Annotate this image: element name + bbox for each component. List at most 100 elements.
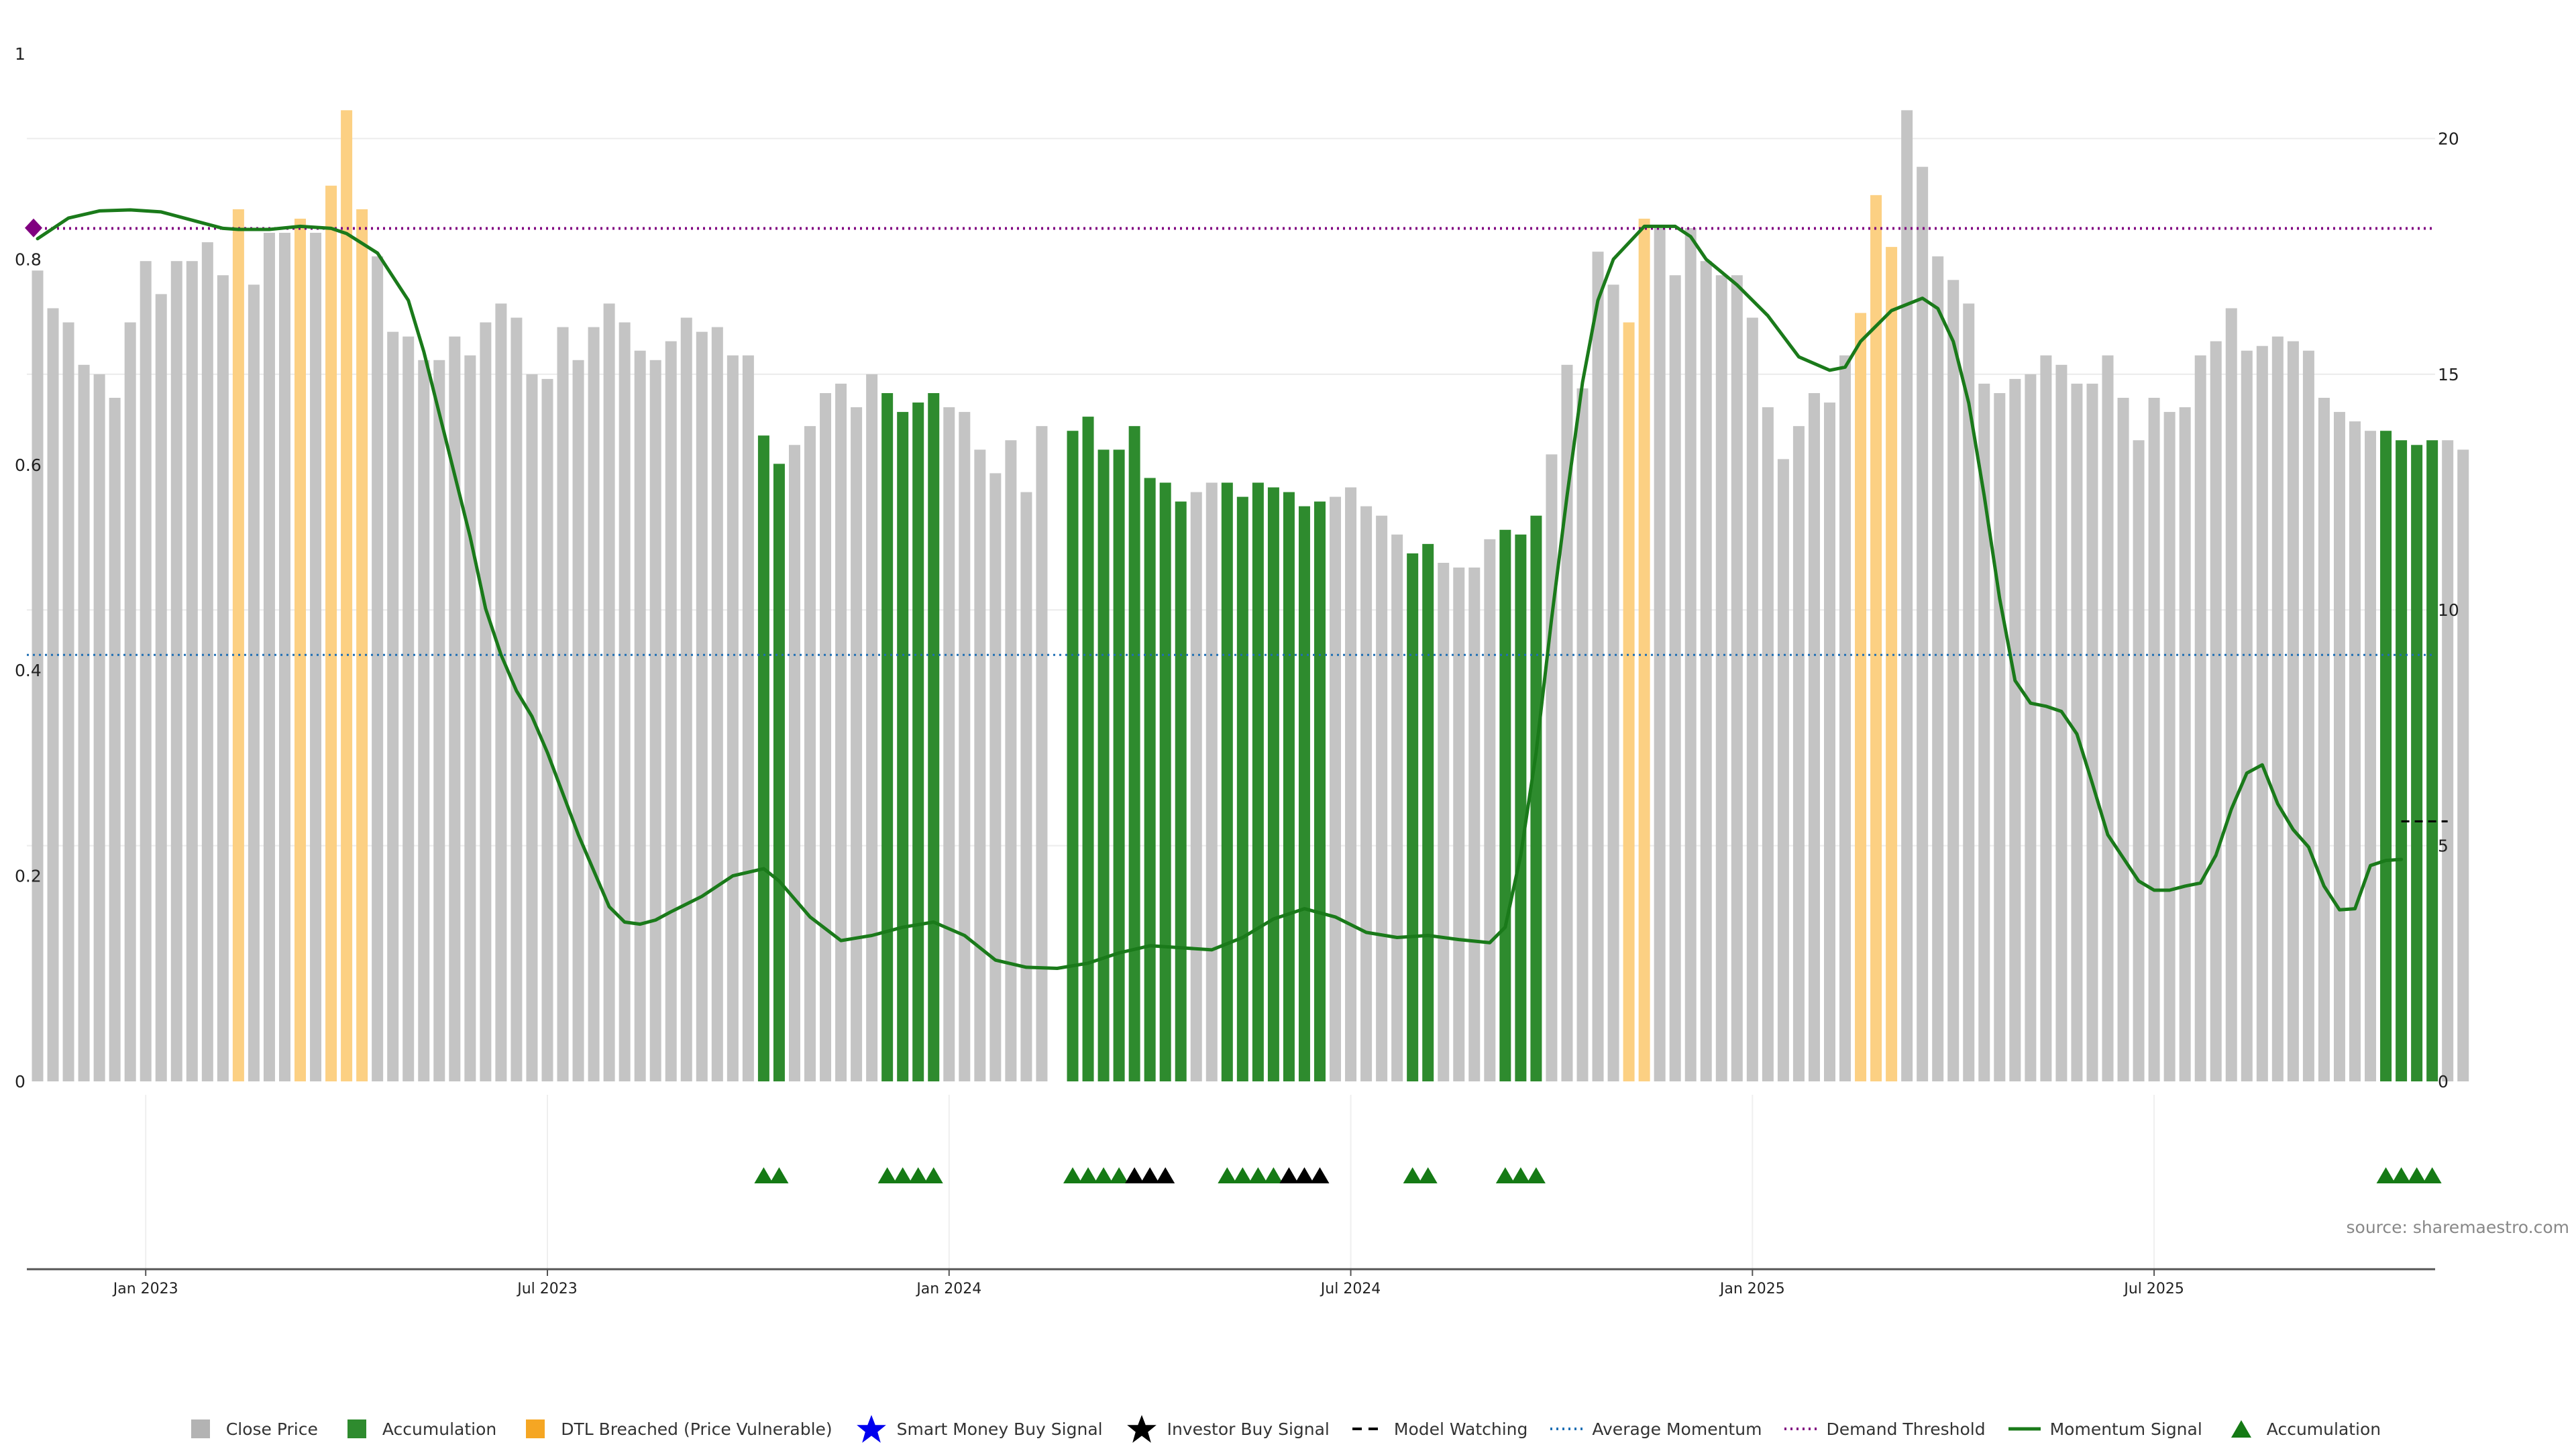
accumulation-bar <box>2380 431 2392 1081</box>
close-price-bar <box>2365 431 2377 1081</box>
close-price-bar <box>2194 355 2206 1081</box>
legend-label: Momentum Signal <box>2049 1419 2202 1439</box>
dtl-breached-bar <box>325 185 337 1081</box>
accumulation-marker <box>1511 1167 1530 1183</box>
close-price-bar <box>1607 284 1619 1081</box>
close-price-bar <box>186 261 198 1082</box>
close-price-bar <box>1561 364 1573 1081</box>
legend-label: Model Watching <box>1393 1419 1528 1439</box>
legend-label: Close Price <box>225 1419 318 1439</box>
close-price-bar <box>2333 412 2345 1081</box>
investor-buy-marker <box>1310 1167 1330 1183</box>
close-price-bar <box>1376 515 1388 1081</box>
right-tick-label: 15 <box>2438 365 2459 384</box>
accumulation-bar <box>928 392 940 1081</box>
legend-symbol-triangle-icon <box>2225 1417 2257 1440</box>
legend-label: Accumulation <box>2266 1419 2381 1439</box>
source-note: source: sharemaestro.com <box>2346 1218 2570 1237</box>
close-price-bar <box>727 355 739 1081</box>
legend-item: Demand Threshold <box>1784 1417 1986 1440</box>
close-price-bar <box>619 322 631 1081</box>
momentum-series <box>25 208 2404 970</box>
close-price-bar <box>1005 440 1017 1081</box>
close-price-bar <box>1994 392 2006 1081</box>
close-price-bar <box>1576 388 1589 1081</box>
close-price-bar <box>1484 539 1496 1081</box>
close-price-bar <box>1731 275 1743 1081</box>
accumulation-bar <box>1267 487 1279 1081</box>
close-price-bar <box>1345 487 1357 1081</box>
legend-symbol-dash-icon <box>1352 1417 1385 1440</box>
close-price-bar <box>1715 275 1727 1081</box>
close-price-bar <box>217 275 229 1081</box>
bars <box>32 110 2469 1082</box>
close-price-bar <box>2102 355 2114 1081</box>
reference-lines <box>27 227 2448 822</box>
close-price-bar <box>2271 336 2284 1081</box>
close-price-bar <box>2302 350 2314 1082</box>
close-price-bar <box>1932 256 1944 1081</box>
close-price-bar <box>943 407 955 1081</box>
accumulation-bar <box>757 435 769 1081</box>
close-price-bar <box>974 449 986 1081</box>
accumulation-bar <box>1175 501 1187 1081</box>
dtl-breached-bar <box>294 218 307 1081</box>
legend-symbol-square-icon <box>341 1417 373 1440</box>
close-price-bar <box>1468 568 1481 1081</box>
close-price-bar <box>2009 378 2021 1081</box>
close-price-bar <box>62 322 74 1081</box>
accumulation-marker <box>893 1167 912 1183</box>
accumulation-bar <box>881 392 894 1081</box>
accumulation-bar <box>1113 449 1125 1081</box>
close-price-bar <box>78 364 90 1081</box>
dtl-breached-bar <box>1855 313 1867 1081</box>
accumulation-bar <box>897 412 909 1081</box>
close-price-bar <box>2025 374 2037 1081</box>
accumulation-bar <box>1515 534 1527 1081</box>
dtl-breached-bar <box>356 209 368 1082</box>
close-price-bar <box>480 322 492 1081</box>
legend-symbol-line-icon <box>2008 1417 2041 1440</box>
accumulation-marker <box>1264 1167 1283 1183</box>
close-price-bar <box>557 327 569 1082</box>
legend-item: Model Watching <box>1352 1417 1528 1440</box>
close-price-bar <box>711 327 723 1082</box>
close-price-bar <box>634 350 646 1082</box>
close-price-bar <box>310 233 322 1081</box>
accumulation-marker <box>2422 1167 2442 1183</box>
legend-item: Momentum Signal <box>2008 1417 2202 1440</box>
investor-buy-marker <box>1125 1167 1144 1183</box>
close-price-bar <box>2148 398 2160 1081</box>
close-price-bar <box>1036 426 1048 1081</box>
close-price-bar <box>804 426 816 1081</box>
accumulation-marker <box>1418 1167 1438 1183</box>
left-tick-label: 0.2 <box>15 867 42 886</box>
close-price-bar <box>109 398 121 1081</box>
accumulation-bar <box>773 464 785 1081</box>
close-price-bar <box>402 336 415 1081</box>
accumulation-bar <box>1298 506 1310 1081</box>
close-price-bar <box>866 374 878 1081</box>
legend-label: Investor Buy Signal <box>1167 1419 1330 1439</box>
close-price-bar <box>248 284 260 1081</box>
close-price-bar <box>2040 355 2052 1081</box>
close-price-bar <box>372 256 384 1081</box>
left-tick-label: 0 <box>15 1072 25 1091</box>
close-price-bar <box>495 303 507 1081</box>
investor-buy-marker <box>1140 1167 1160 1183</box>
close-price-bar <box>2241 350 2253 1082</box>
close-price-bar <box>2086 383 2098 1081</box>
signal-markers <box>754 1167 2442 1183</box>
close-price-bar <box>835 383 847 1081</box>
close-price-bar <box>1330 496 1342 1081</box>
legend-item: Smart Money Buy Signal <box>855 1415 1103 1443</box>
close-price-bar <box>2287 341 2299 1081</box>
left-tick-label: 0.6 <box>15 455 42 475</box>
close-price-bar <box>1360 506 1373 1081</box>
close-price-bar <box>263 233 275 1081</box>
accumulation-bar <box>1499 529 1511 1081</box>
legend-label: DTL Breached (Price Vulnerable) <box>561 1419 833 1439</box>
close-price-bar <box>696 331 708 1082</box>
close-price-bar <box>1762 407 1774 1081</box>
legend-item: Close Price <box>184 1417 318 1440</box>
